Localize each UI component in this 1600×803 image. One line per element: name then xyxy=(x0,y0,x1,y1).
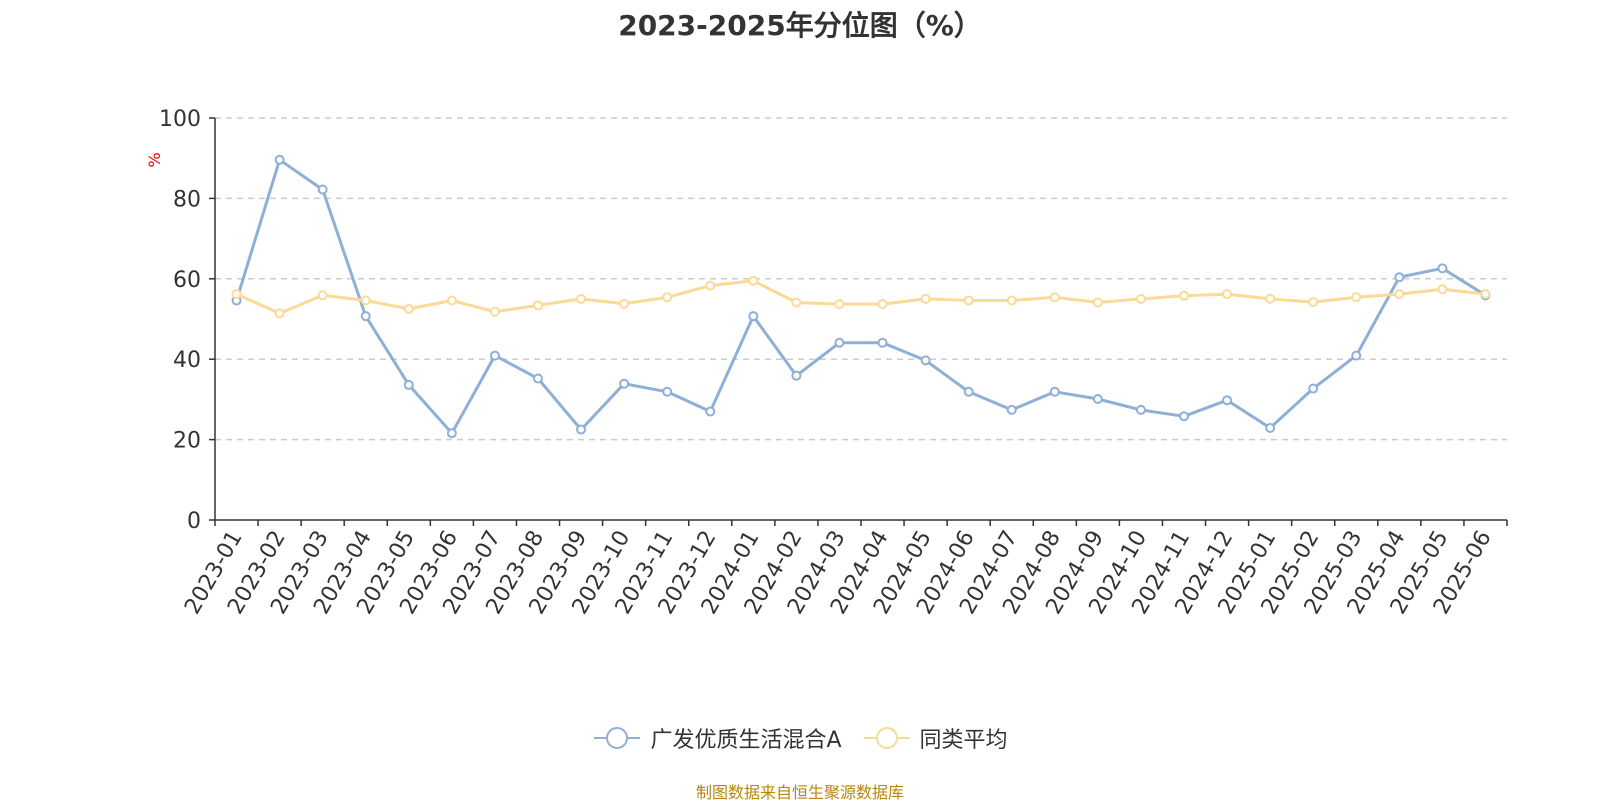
data-point-series-1[interactable] xyxy=(576,424,587,435)
data-point-series-1[interactable] xyxy=(619,378,630,389)
data-point-series-2[interactable] xyxy=(662,292,673,303)
data-point-series-1[interactable] xyxy=(920,355,931,366)
legend: 广发优质生活混合A 同类平均 xyxy=(0,722,1600,754)
data-point-series-2[interactable] xyxy=(877,299,888,310)
y-tick-label: 0 xyxy=(187,509,201,534)
data-point-series-1[interactable] xyxy=(446,428,457,439)
data-point-series-2[interactable] xyxy=(1049,292,1060,303)
data-point-series-1[interactable] xyxy=(748,311,759,322)
data-point-series-1[interactable] xyxy=(877,337,888,348)
data-point-series-2[interactable] xyxy=(1480,289,1491,300)
axes: 0204060801002023-012023-022023-032023-04… xyxy=(159,107,1508,619)
data-point-series-1[interactable] xyxy=(1049,386,1060,397)
data-point-series-2[interactable] xyxy=(576,293,587,304)
chart-title: 2023-2025年分位图（%） xyxy=(618,9,982,42)
data-point-series-2[interactable] xyxy=(274,308,285,319)
data-point-series-1[interactable] xyxy=(274,154,285,165)
data-point-series-1[interactable] xyxy=(489,350,500,361)
y-tick-label: 80 xyxy=(173,187,201,212)
data-point-series-1[interactable] xyxy=(533,373,543,384)
y-tick-label: 60 xyxy=(173,268,201,293)
y-tick-label: 20 xyxy=(173,429,201,454)
series-line-1 xyxy=(235,158,1487,435)
data-point-series-2[interactable] xyxy=(1135,293,1146,304)
data-point-series-2[interactable] xyxy=(231,289,242,300)
data-point-series-1[interactable] xyxy=(834,337,845,348)
data-point-series-2[interactable] xyxy=(1265,293,1276,304)
data-point-series-2[interactable] xyxy=(403,303,414,314)
data-point-series-2[interactable] xyxy=(1308,297,1319,308)
data-point-series-2[interactable] xyxy=(748,275,759,286)
data-point-series-2[interactable] xyxy=(1222,289,1233,300)
data-point-series-2[interactable] xyxy=(963,295,974,306)
data-point-series-1[interactable] xyxy=(1135,404,1146,415)
data-point-series-1[interactable] xyxy=(1394,272,1405,283)
data-point-series-1[interactable] xyxy=(403,379,414,390)
legend-label-series-1: 广发优质生活混合A xyxy=(650,728,842,753)
data-point-series-2[interactable] xyxy=(1351,292,1362,303)
y-tick-label: 100 xyxy=(159,107,201,132)
data-point-series-2[interactable] xyxy=(920,293,931,304)
data-point-series-1[interactable] xyxy=(360,311,371,322)
data-point-series-1[interactable] xyxy=(1351,350,1362,361)
data-point-series-2[interactable] xyxy=(1006,295,1017,306)
data-point-series-2[interactable] xyxy=(1092,297,1103,308)
data-point-series-2[interactable] xyxy=(791,297,802,308)
data-point-series-1[interactable] xyxy=(1222,395,1233,406)
data-point-series-1[interactable] xyxy=(1006,404,1017,415)
legend-item-series-2[interactable]: 同类平均 xyxy=(862,722,1008,754)
data-point-series-2[interactable] xyxy=(446,295,457,306)
series-line-2 xyxy=(235,279,1486,315)
data-point-series-2[interactable] xyxy=(1437,284,1448,295)
data-point-series-2[interactable] xyxy=(705,280,716,291)
data-point-series-2[interactable] xyxy=(317,290,328,301)
data-point-series-1[interactable] xyxy=(1437,263,1448,274)
data-point-series-1[interactable] xyxy=(1092,393,1103,404)
legend-line-circle-icon xyxy=(594,727,641,749)
data-point-series-2[interactable] xyxy=(489,306,500,317)
data-point-series-2[interactable] xyxy=(360,295,371,306)
data-point-series-1[interactable] xyxy=(317,184,328,195)
y-tick-label: 40 xyxy=(173,348,201,373)
data-source-note: 制图数据来自恒生聚源数据库 xyxy=(695,783,904,802)
legend-item-series-1[interactable]: 广发优质生活混合A xyxy=(592,722,842,754)
legend-line-circle-icon xyxy=(863,727,910,749)
data-point-series-1[interactable] xyxy=(963,386,974,397)
series xyxy=(231,154,1491,439)
data-point-series-2[interactable] xyxy=(834,299,845,310)
legend-label-series-2: 同类平均 xyxy=(919,728,1008,753)
data-point-series-1[interactable] xyxy=(1265,422,1276,433)
data-point-series-1[interactable] xyxy=(791,370,802,381)
data-point-series-2[interactable] xyxy=(533,300,543,311)
data-point-series-2[interactable] xyxy=(619,298,630,309)
data-point-series-1[interactable] xyxy=(1308,383,1319,394)
data-point-series-2[interactable] xyxy=(1394,289,1405,300)
data-point-series-1[interactable] xyxy=(1179,411,1189,422)
data-point-series-1[interactable] xyxy=(705,406,716,417)
data-point-series-2[interactable] xyxy=(1179,290,1189,301)
y-axis-label: % xyxy=(145,152,164,167)
data-point-series-1[interactable] xyxy=(662,386,673,397)
